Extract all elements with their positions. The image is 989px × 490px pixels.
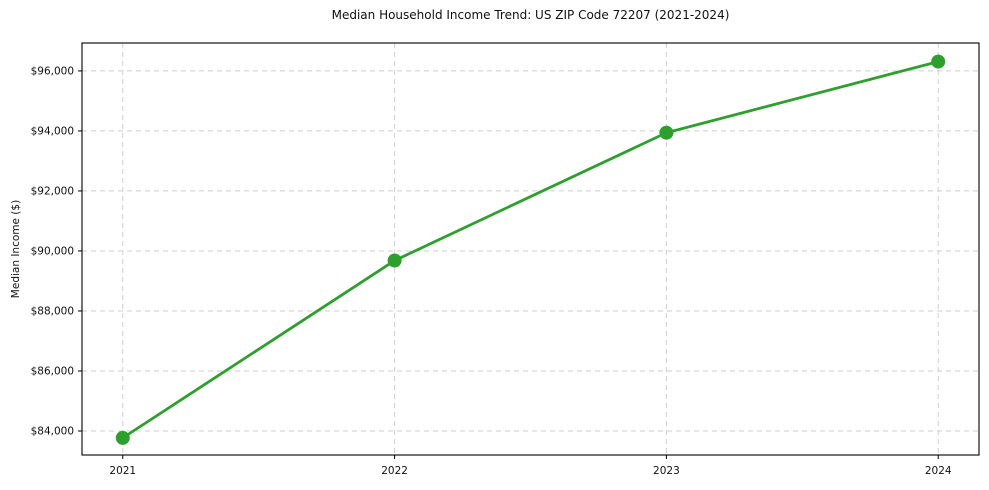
trend-line: [121, 60, 940, 440]
plot-border: [81, 42, 980, 456]
x-tick-label: 2024: [925, 465, 952, 477]
x-tick-label: 2021: [109, 465, 136, 477]
data-point: [659, 125, 674, 140]
y-tick-label: $90,000: [31, 245, 74, 257]
data-point: [931, 54, 946, 69]
chart-title: Median Household Income Trend: US ZIP Co…: [331, 8, 730, 22]
y-tick-label: $96,000: [31, 65, 74, 77]
y-tick-label: $84,000: [31, 425, 74, 437]
data-point: [387, 253, 402, 268]
y-tick-label: $88,000: [31, 305, 74, 317]
y-tick-label: $86,000: [31, 365, 74, 377]
x-tick-label: 2022: [381, 465, 408, 477]
data-point: [115, 430, 130, 445]
y-tick-label: $92,000: [31, 185, 74, 197]
y-tick-label: $94,000: [31, 125, 74, 137]
x-tick-label: 2023: [653, 465, 680, 477]
